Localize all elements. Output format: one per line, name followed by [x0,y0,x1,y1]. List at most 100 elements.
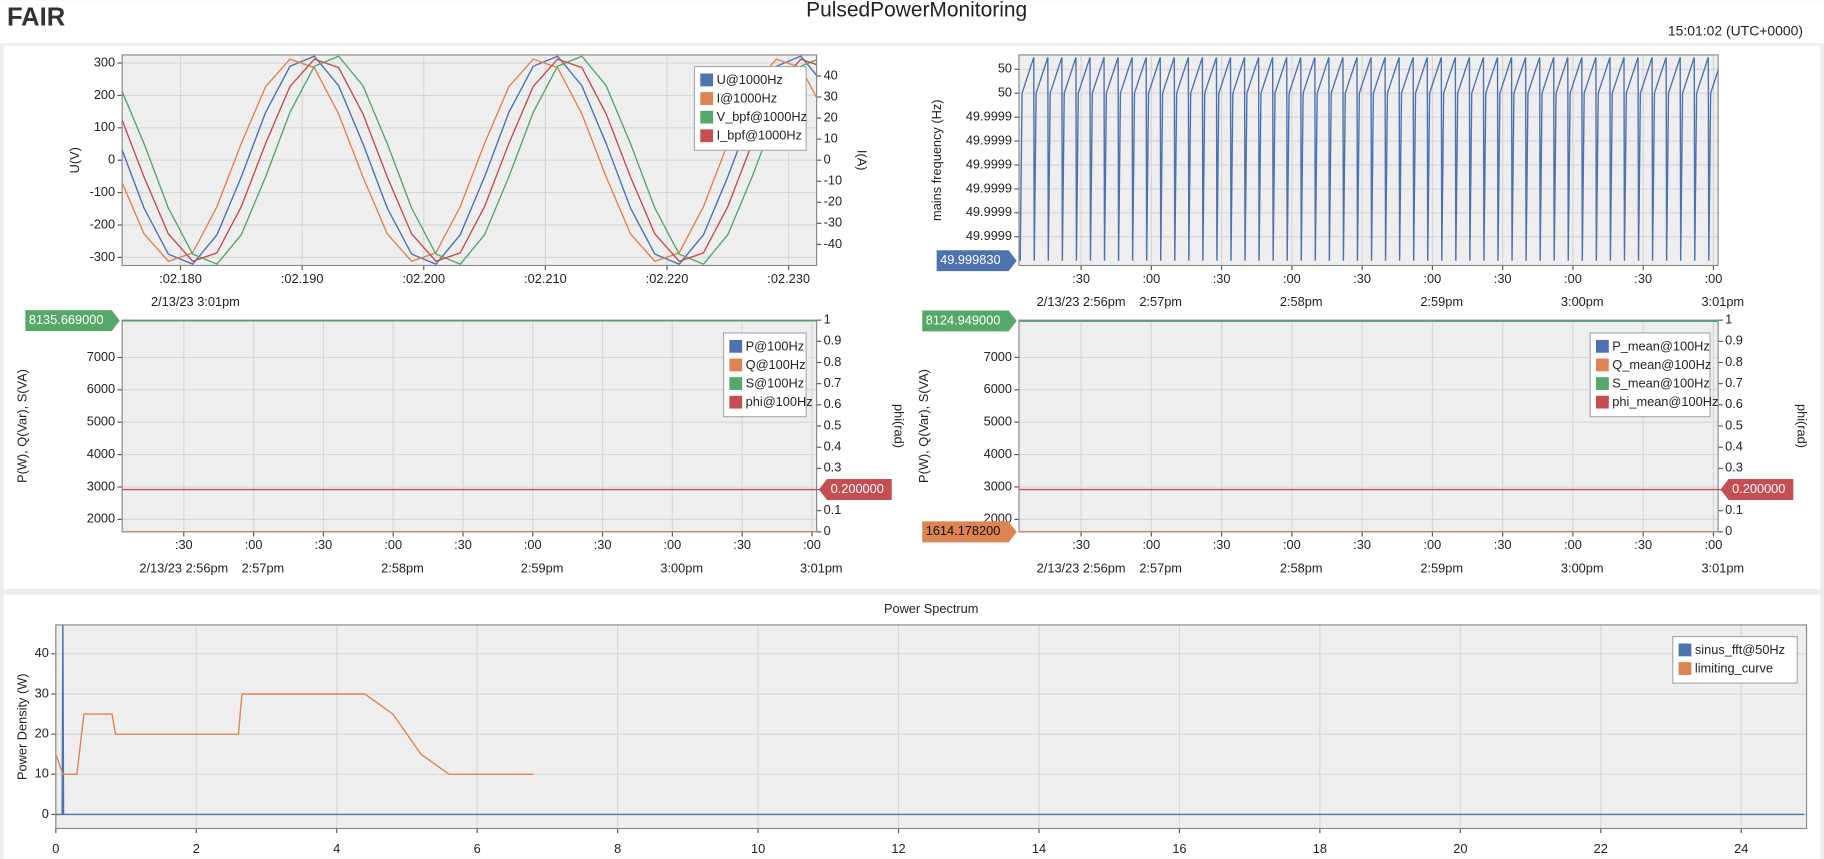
y2-tick-label: 0.9 [824,333,842,348]
x-tick-label: 8 [614,841,621,856]
legend-label: U@1000Hz [717,72,783,87]
y-tick-label: 2000 [87,511,115,526]
y2-tick-label: 0.5 [824,417,842,432]
time-label: 2/13/23 2:56pm [1037,294,1126,309]
y-axis-title: mains frequency (Hz) [929,99,944,220]
y-axis-title: Power Density (W) [15,673,30,780]
y-tick-label: 6000 [87,381,115,396]
plot-frame [1018,54,1719,267]
x-tick-label: :02.190 [281,271,324,286]
y2-tick-label: 0.7 [1725,375,1743,390]
logo: FAIR [7,4,65,32]
legend-swatch [729,395,743,409]
x-tick-label: :00 [1564,537,1582,552]
value-tag [922,310,1017,332]
x-tick-label: :30 [1634,271,1652,286]
x-tick-label: :00 [1283,271,1301,286]
legend-swatch [729,358,743,372]
x-tick-label: :00 [803,537,821,552]
legend-label: phi@100Hz [746,394,813,409]
header-bar [0,0,1824,44]
y2-tick-label: 1 [1725,312,1732,327]
y2-tick-label: 40 [824,67,838,82]
x-tick-label: :30 [1353,271,1371,286]
x-tick-label: :00 [1705,271,1723,286]
y-tick-label: 49.9999 [966,228,1012,243]
time-label: 3:01pm [1701,294,1744,309]
time-label: 3:01pm [1701,560,1744,575]
y-tick-label: 0 [108,152,115,167]
legend-swatch [1596,377,1609,390]
legend-label: Q@100Hz [746,357,806,372]
y2-tick-label: 0.8 [1725,354,1743,369]
y-tick-label: 49.9999 [966,132,1012,147]
x-tick-label: 16 [1172,841,1186,856]
y2-tick-label: 1 [824,312,831,327]
legend-box [1589,332,1711,418]
x-tick-label: :30 [314,537,332,552]
value-tag-label: 1614.178200 [926,523,1001,538]
time-label: 2:57pm [242,560,285,575]
series-line [1019,57,1719,261]
legend-swatch [700,110,714,124]
x-tick-label: :30 [594,537,612,552]
y2-tick-label: 0 [824,152,831,167]
legend-label: P_mean@100Hz [1612,338,1710,353]
y2-tick-label: 0.4 [1725,439,1743,454]
y2-tick-label: 20 [824,109,838,124]
legend-swatch [1596,395,1609,409]
x-tick-label: 18 [1313,841,1327,856]
x-tick-label: :00 [1564,271,1582,286]
legend-swatch [729,339,743,353]
value-tag [1720,479,1794,500]
y-tick-label: 49.9999 [966,156,1012,171]
legend-swatch [700,73,714,87]
x-tick-label: :00 [1424,537,1442,552]
legend-label: I@1000Hz [717,91,778,106]
time-label: 2/13/23 2:56pm [1037,560,1126,575]
y-tick-label: 50 [998,85,1012,100]
x-tick-label: :02.200 [402,271,445,286]
x-tick-label: 4 [333,841,340,856]
x-tick-label: :00 [384,537,402,552]
x-tick-label: :30 [1213,271,1231,286]
x-tick-label: 22 [1594,841,1608,856]
x-tick-label: :30 [1494,537,1512,552]
y-axis-title: P(W), Q(Var), S(VA) [15,369,30,483]
y-tick-label: 5000 [984,414,1012,429]
legend-label: S_mean@100Hz [1612,376,1710,391]
x-tick-label: :02.220 [646,271,689,286]
y2-tick-label: 0 [824,523,831,538]
y-tick-label: -300 [90,249,116,264]
y2-tick-label: -40 [824,236,842,251]
value-tag-label: 49.999830 [940,252,1000,267]
y-tick-label: 100 [94,119,115,134]
x-tick-label: :30 [1072,537,1090,552]
time-label: 3:01pm [800,560,843,575]
value-tag [818,479,892,500]
x-tick-label: :02.210 [524,271,567,286]
value-tag-label: 0.200000 [1732,481,1785,496]
y2-tick-label: 0.1 [824,502,842,517]
x-tick-label: :30 [454,537,472,552]
x-tick-label: :02.230 [767,271,810,286]
y2-tick-label: 0 [1725,523,1732,538]
y2-tick-label: -20 [824,194,842,209]
legend-swatch [1596,358,1609,372]
y-tick-label: 7000 [87,349,115,364]
x-tick-label: 20 [1453,841,1467,856]
x-tick-label: :30 [1494,271,1512,286]
x-tick-label: :00 [1142,537,1160,552]
x-tick-label: :30 [1353,537,1371,552]
x-tick-label: :30 [733,537,751,552]
y2-tick-label: 0.7 [824,375,842,390]
y-tick-label: 49.9999 [966,109,1012,124]
y2-tick-label: 0.6 [824,396,842,411]
time-label: 2:59pm [521,560,564,575]
legend-swatch [700,92,714,105]
y-axis-title: U(V) [67,147,82,173]
y-tick-label: 4000 [984,446,1012,461]
y-tick-label: 7000 [984,349,1012,364]
